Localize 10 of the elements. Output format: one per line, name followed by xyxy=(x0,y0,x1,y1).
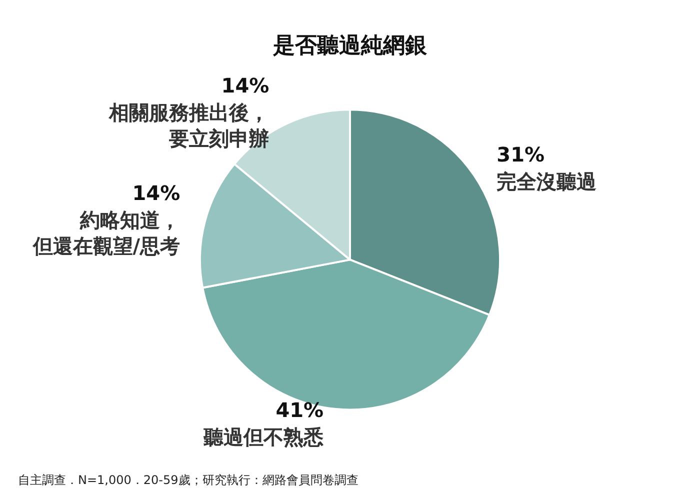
slice-label: 完全沒聽過 xyxy=(496,169,597,194)
data-label: 31% xyxy=(496,142,545,166)
slice-label: 聽過但不熟悉 xyxy=(202,424,324,449)
slice-label: 約略知道，但還在觀望/思考 xyxy=(32,208,180,258)
data-label: 14% xyxy=(221,73,270,98)
text: 自主調查．N=1,000．20-59歲；研究執行：網路會員問卷調查 xyxy=(18,473,358,487)
slice-label: 相關服務推出後，要立刻申辦 xyxy=(108,100,270,150)
data-label: 14% xyxy=(132,180,180,205)
data-label: 41% xyxy=(276,398,324,422)
chart-title: 是否聽過純網銀 xyxy=(272,34,428,58)
